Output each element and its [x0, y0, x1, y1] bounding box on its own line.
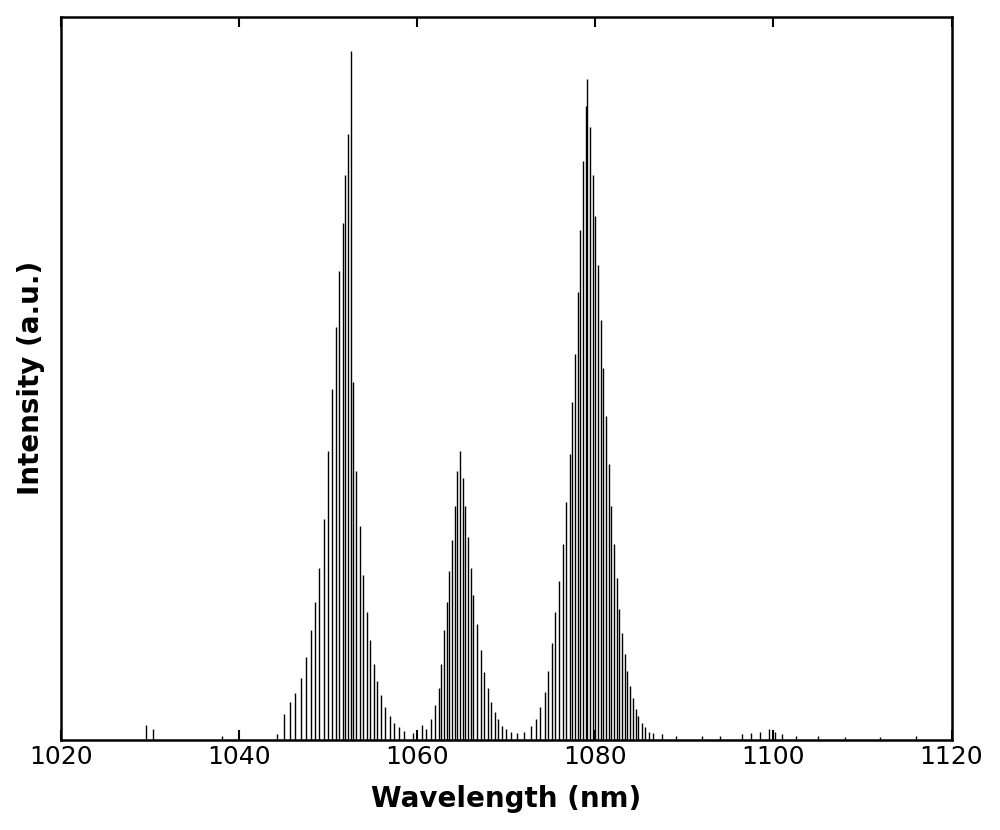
X-axis label: Wavelength (nm): Wavelength (nm) [371, 785, 642, 813]
Y-axis label: Intensity (a.u.): Intensity (a.u.) [17, 261, 45, 496]
